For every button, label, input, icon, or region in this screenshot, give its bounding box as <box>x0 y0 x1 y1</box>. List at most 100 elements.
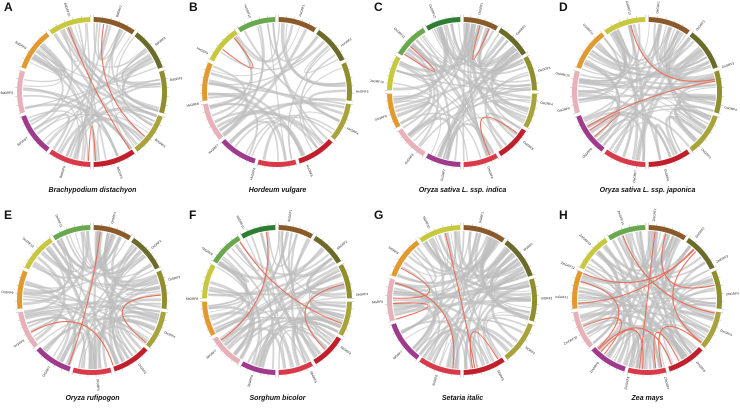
duplication-link <box>87 125 96 161</box>
tick-mark <box>163 113 166 115</box>
tick-mark <box>253 163 255 166</box>
synteny-link <box>639 231 648 370</box>
tick-mark <box>408 353 411 356</box>
chromosome-segment <box>498 27 527 56</box>
synteny-link <box>23 48 63 87</box>
duplication-link <box>68 231 101 366</box>
tick-mark <box>400 136 403 139</box>
tick-mark <box>155 50 157 52</box>
tick-mark <box>389 324 392 326</box>
tick-mark <box>330 38 333 41</box>
tick-mark <box>517 142 520 144</box>
chromosome-segment <box>156 270 168 310</box>
tick-mark <box>431 160 433 163</box>
tick-mark <box>602 153 605 156</box>
tick-mark <box>388 277 391 279</box>
gene-label: BdGRF5 <box>116 166 124 179</box>
tick-mark <box>698 145 701 148</box>
tick-mark <box>128 365 131 367</box>
chromosome-segment <box>49 17 91 35</box>
tick-mark <box>246 368 248 371</box>
chromosome-segment <box>240 361 276 375</box>
chromosome-segment <box>113 347 148 372</box>
synteny-link <box>208 231 281 308</box>
circos-plot: OsGRF1 OsGRF2 OsGRF3 OsGRF4 OsGRF5 OsGRF6 OsGR… <box>555 0 737 183</box>
tick-mark <box>245 160 248 163</box>
tick-mark <box>606 234 609 237</box>
tick-mark <box>573 277 576 278</box>
tick-mark <box>716 327 719 329</box>
tick-mark <box>415 151 418 154</box>
gene-label: BdGRF1 <box>115 4 123 17</box>
gene-label: HvGRF10 <box>243 4 252 19</box>
gene-label: OsGRF2 <box>515 24 527 36</box>
tick-mark <box>391 121 394 123</box>
synteny-link <box>410 45 531 104</box>
synteny-link <box>125 285 161 296</box>
chromosome-segment <box>387 93 401 129</box>
tick-mark <box>130 234 133 237</box>
tick-mark <box>251 19 253 22</box>
chromosome-segment <box>387 278 395 322</box>
duplication-link <box>403 46 436 72</box>
tick-mark <box>27 132 29 134</box>
chromosome-segment <box>16 70 25 114</box>
tick-mark <box>53 365 56 367</box>
synteny-link <box>56 239 146 276</box>
panel-letter: B <box>189 0 198 14</box>
chromosome-segment <box>504 240 533 277</box>
gene-label: HvGRF4 <box>346 126 359 135</box>
tick-mark <box>621 227 623 230</box>
tick-mark <box>63 161 65 164</box>
tick-mark <box>442 372 444 375</box>
chromosome-segment <box>93 225 132 241</box>
chromosome-segment <box>668 347 703 372</box>
synteny-link <box>309 285 345 320</box>
synteny-link <box>45 234 117 353</box>
synteny-link <box>580 278 636 368</box>
synteny-link <box>437 26 526 122</box>
tick-mark <box>344 58 347 60</box>
tick-mark <box>110 164 112 167</box>
synteny-link <box>267 231 298 267</box>
chromosome-segment <box>202 62 213 102</box>
gene-label: OsGRF9 <box>374 114 387 122</box>
tick-mark <box>533 68 536 70</box>
synteny-link <box>216 111 324 145</box>
gene-label: OsGRF7 <box>632 170 638 183</box>
tick-mark <box>529 332 532 334</box>
chromosome-segment <box>237 17 276 33</box>
gene-label: SbGRF10 <box>236 215 246 230</box>
synteny-link <box>630 232 714 319</box>
synteny-link <box>463 326 514 369</box>
tick-mark <box>665 164 667 167</box>
synteny-link <box>281 231 346 298</box>
synteny-link <box>226 252 295 368</box>
tick-mark <box>695 240 697 243</box>
gene-label: ZmGRF5 <box>719 328 733 337</box>
synteny-link <box>415 39 525 74</box>
synteny-link <box>659 25 687 62</box>
tick-mark <box>27 50 29 52</box>
gene-label: ZmGRF12 <box>560 261 575 271</box>
synteny-link <box>680 281 715 316</box>
synteny-link <box>485 247 514 276</box>
tick-mark <box>225 147 228 150</box>
tick-mark <box>225 242 227 245</box>
tick-mark <box>402 251 405 253</box>
tick-mark <box>163 277 166 278</box>
tick-mark <box>525 51 528 54</box>
duplication-link <box>658 325 702 368</box>
tick-mark <box>573 113 576 115</box>
tick-mark <box>58 230 61 233</box>
panel-a: BdGRF1 BdGRF2 BdGRF3 BdGRF4 BdGRF5 BdGRF6 BdGR… <box>0 0 185 208</box>
tick-mark <box>425 231 427 234</box>
synteny-link <box>120 54 153 75</box>
duplication-link <box>393 302 429 320</box>
chromosome-segment <box>387 55 401 91</box>
tick-mark <box>626 372 628 375</box>
tick-mark <box>713 334 716 336</box>
species-caption: Brachypodium distachyon <box>48 187 137 194</box>
tick-mark <box>38 145 41 148</box>
synteny-link <box>394 282 531 314</box>
